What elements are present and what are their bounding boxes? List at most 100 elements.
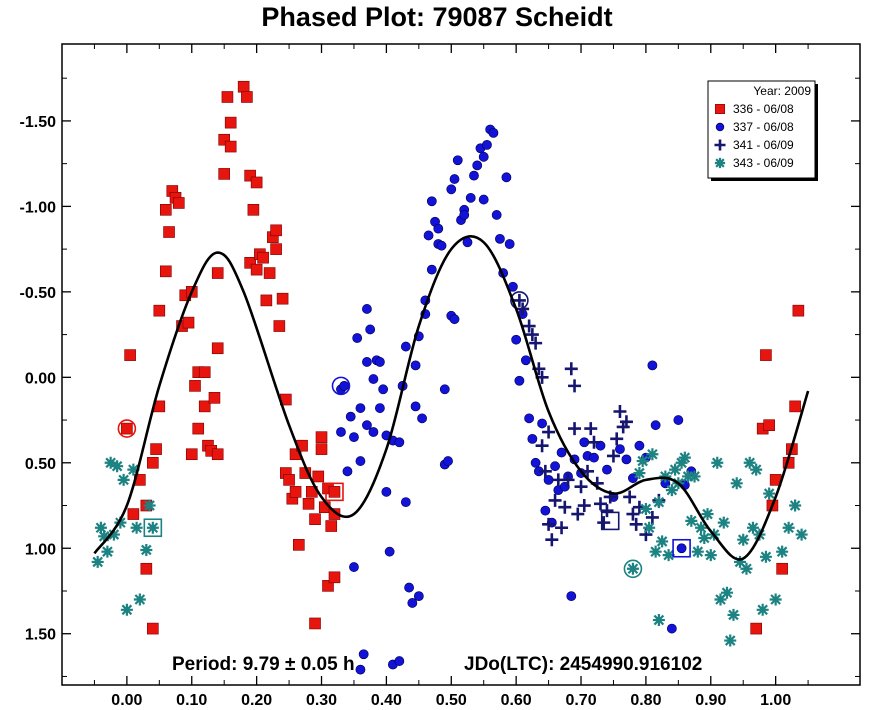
data-point [143,499,156,512]
data-point [339,380,350,391]
fit-curve [93,235,810,561]
data-point [673,415,684,425]
data-point [733,555,746,568]
data-point [730,477,743,490]
data-point [250,176,263,189]
data-point [491,210,502,220]
data-point [117,473,130,486]
data-point [270,243,282,255]
data-point [695,521,708,534]
data-point [561,473,575,487]
data-point [312,470,325,483]
data-point [449,174,460,184]
data-point [368,374,379,384]
data-point [114,516,127,529]
data-point [244,169,256,182]
data-point [198,366,211,378]
data-point [577,499,591,513]
data-point [548,493,562,507]
data-point [365,324,376,335]
data-point [540,505,551,516]
data-point [652,496,665,509]
data-point [537,418,547,429]
data-point [688,470,701,483]
x-tick-label: 0.40 [371,692,402,709]
data-point [345,411,356,422]
data-point [328,571,341,584]
data-point [760,349,772,361]
data-point [189,380,201,392]
data-point [237,80,250,93]
data-point [443,456,453,466]
data-point [394,656,405,666]
data-point [250,263,263,276]
data-point [120,603,133,616]
data-point [127,463,140,476]
data-point [111,460,124,473]
data-point [524,413,535,424]
period-info: Period: 9.79 ± 0.05 h JDo(LTC): 2454990.… [172,654,702,675]
data-point [98,530,111,543]
data-point [160,265,172,278]
data-point [436,240,447,251]
x-tick-label: 0.70 [565,692,596,709]
data-point [439,384,450,395]
data-point [704,549,717,562]
data-point [182,316,195,329]
data-point [224,140,237,153]
data-point [665,484,678,497]
data-point [322,580,334,592]
data-point [130,521,143,534]
data-point [263,267,276,279]
x-tick-label: 0.50 [436,692,467,709]
data-point [634,440,645,451]
data-point [433,223,444,234]
data-point [218,168,230,180]
data-point [717,516,730,529]
series-circle [336,124,697,675]
y-tick-label: 1.00 [25,541,56,558]
data-point [241,91,253,103]
data-point [564,362,578,376]
data-point [478,194,489,205]
data-point [746,521,759,534]
data-point [260,294,273,307]
data-point [669,463,682,476]
data-point [782,521,795,534]
data-point [121,422,133,435]
data-point [153,304,166,317]
data-point [459,210,470,220]
data-point [218,133,230,146]
data-point [676,543,687,554]
y-tick-label: -1.00 [20,199,57,216]
epoch-text: JDo(LTC): 2454990.916102 [464,654,702,675]
data-point [349,432,359,443]
data-point [530,457,541,468]
data-point [568,379,582,393]
data-point [101,545,114,558]
data-point [394,437,405,448]
data-point [501,172,512,183]
data-point [571,507,585,521]
data-point [789,400,801,413]
data-point [792,304,805,317]
data-point [556,447,567,458]
highlight-marker [331,376,351,396]
data-point [678,451,691,464]
data-point [482,139,492,150]
data-point [302,498,315,510]
data-point [714,593,727,606]
data-point [211,267,224,279]
data-point [472,160,483,171]
highlight-marker [600,511,620,531]
data-point [542,425,556,439]
data-point [737,533,750,546]
axes-frame [61,43,861,686]
data-point [750,463,763,476]
highlight-marker [672,538,691,558]
data-point [795,528,808,541]
legend-marker-asterisk [714,157,726,169]
data-point [400,341,411,352]
data-point [769,593,782,606]
data-point [400,497,411,508]
